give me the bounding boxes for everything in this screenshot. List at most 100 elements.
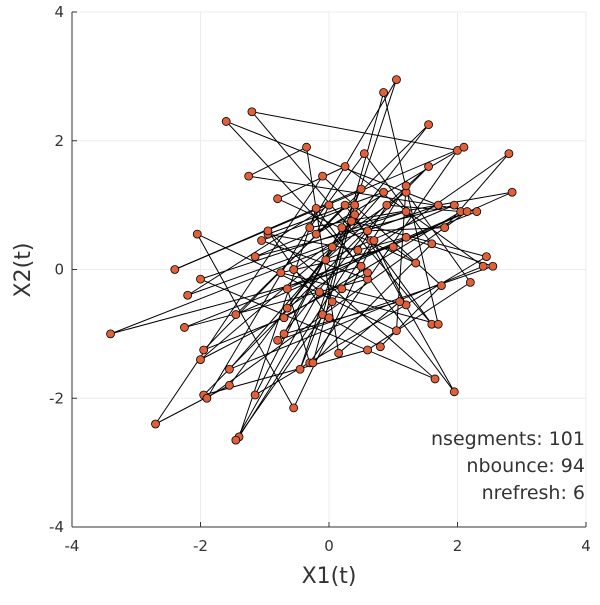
data-point [392, 75, 401, 84]
trajectory-segment [155, 384, 230, 425]
trajectory-segment [238, 204, 388, 438]
data-point [375, 342, 385, 352]
data-point [337, 284, 347, 294]
data-point [106, 329, 115, 339]
data-point [462, 207, 472, 216]
trajectory-segment [315, 204, 330, 235]
data-point [488, 261, 498, 271]
data-point [334, 348, 344, 358]
data-point [247, 107, 257, 117]
data-point [356, 184, 366, 194]
trajectory-segment [299, 79, 397, 370]
data-point [318, 171, 327, 181]
trajectory-segment [184, 278, 368, 328]
data-point [395, 297, 405, 307]
data-point [311, 229, 321, 239]
data-point [363, 345, 372, 355]
trajectory-segment [267, 230, 330, 319]
data-point [308, 358, 318, 368]
x-tick-label: -4 [65, 537, 80, 555]
trajectory-segment [444, 153, 510, 228]
trajectory-segment [277, 265, 494, 341]
data-point [244, 171, 254, 181]
trajectory-segment [267, 230, 436, 380]
data-point [295, 364, 305, 374]
data-point [250, 252, 260, 262]
x-tick-label: 4 [581, 537, 591, 555]
annotation-nrefresh: nrefresh: 6 [482, 482, 585, 504]
data-point [305, 223, 315, 233]
data-point [324, 313, 334, 323]
data-point [449, 387, 459, 397]
trajectory-segment [251, 111, 433, 325]
data-point [327, 297, 337, 307]
trajectory-segment [367, 281, 471, 351]
trajectory-segment [309, 191, 513, 229]
trajectory-segment [315, 146, 465, 235]
trajectory-segment [363, 153, 433, 245]
trajectory-segment [200, 246, 333, 361]
trajectory-segment [383, 92, 439, 325]
data-point [459, 142, 469, 152]
trajectory-segment [386, 204, 461, 213]
trajectory-segment [315, 208, 455, 393]
x-tick-label: 2 [453, 537, 463, 555]
trajectory-segment [280, 246, 394, 274]
data-point [170, 265, 180, 274]
data-point [279, 329, 289, 339]
data-point [472, 207, 482, 216]
trajectory-segment [206, 211, 468, 399]
data-point [279, 313, 289, 323]
trajectory-segment [283, 301, 400, 335]
axes: -4 -2 0 2 4 -4 -2 0 2 4 [49, 3, 591, 555]
data-point [321, 255, 331, 265]
data-point [327, 242, 337, 252]
chart-text: X1(t) X2(t) nsegments: 101 nbounce: 94 n… [11, 243, 585, 589]
data-point [340, 162, 350, 171]
trajectory-segment [338, 301, 400, 354]
trajectory-segment [203, 204, 346, 351]
trajectory-segment [344, 204, 433, 325]
trajectory-segment [254, 256, 487, 396]
trajectory-segment [380, 285, 442, 348]
trajectory-segment [277, 166, 346, 200]
data-point [337, 223, 347, 233]
data-point [276, 268, 286, 278]
trajectory-segment [200, 211, 407, 280]
trajectory-segment [200, 278, 436, 380]
annotation-nsegments: nsegments: 101 [431, 428, 585, 450]
data-point [324, 200, 334, 210]
trajectory-segment [286, 153, 510, 309]
data-point [430, 374, 440, 384]
trajectory-segment [187, 204, 439, 296]
trajectory-points [106, 75, 517, 445]
data-point [433, 200, 443, 210]
data-point [311, 203, 321, 213]
data-point [273, 194, 283, 204]
data-point [424, 120, 433, 130]
data-point [359, 149, 369, 159]
trajectory-segment [110, 265, 362, 335]
data-point [388, 242, 398, 252]
data-point [363, 268, 372, 278]
trajectory-segment [351, 220, 487, 258]
data-point [196, 274, 205, 284]
trajectory-segment [235, 124, 429, 315]
data-point [199, 345, 209, 355]
data-point [449, 200, 459, 210]
x-tick-label: -2 [193, 537, 208, 555]
trajectory-segment [254, 204, 455, 258]
data-point [504, 149, 514, 159]
data-point [478, 261, 488, 271]
data-point [379, 187, 389, 197]
data-point [273, 335, 283, 345]
trajectory-segment [225, 121, 362, 267]
y-tick-label: -4 [49, 518, 64, 536]
data-point [392, 326, 401, 336]
data-point [340, 200, 350, 210]
data-point [289, 403, 299, 413]
y-axis-title: X2(t) [11, 243, 36, 298]
data-point [221, 117, 231, 126]
